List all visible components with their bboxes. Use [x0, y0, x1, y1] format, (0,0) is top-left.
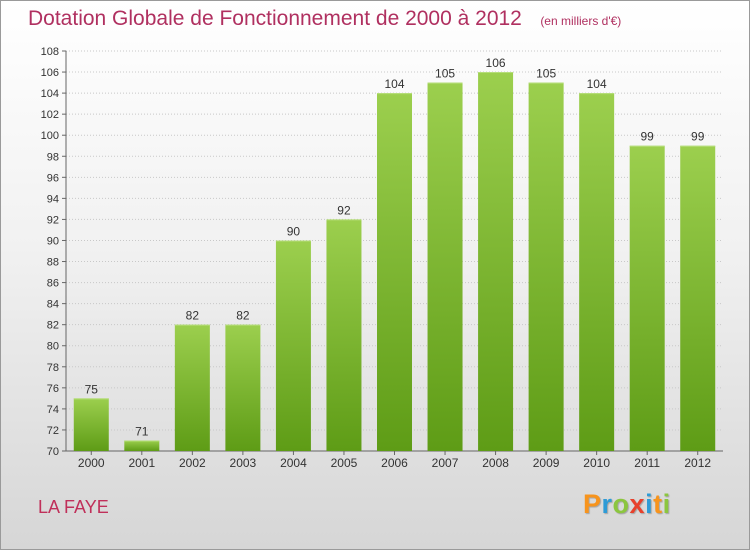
y-tick-label: 88: [47, 257, 59, 269]
bar: [579, 93, 615, 452]
y-tick-label: 106: [41, 67, 59, 79]
labels: 70 72 74 76 78 80 82 84 86 88 90 92 94 96 98 100 102 104 1…: [41, 46, 712, 470]
bar-value-label: 99: [691, 130, 705, 144]
bar: [629, 145, 665, 451]
y-tick-label: 92: [47, 214, 59, 226]
x-tick-label: 2002: [179, 456, 206, 470]
logo-letter: o: [612, 489, 630, 519]
bar: [528, 82, 564, 451]
bar-value-label: 106: [486, 56, 506, 70]
bar: [73, 398, 109, 451]
bar-value-label: 75: [85, 382, 99, 396]
y-tick-label: 78: [47, 362, 59, 374]
logo-letter: i: [662, 489, 671, 519]
bar: [478, 72, 514, 451]
logo-letter: P: [583, 489, 602, 519]
y-tick-label: 82: [47, 320, 59, 332]
x-tick-label: 2005: [331, 456, 358, 470]
y-tick-label: 70: [47, 446, 59, 458]
x-tick-label: 2007: [432, 456, 459, 470]
proxiti-logo: Proxiti: [583, 489, 671, 520]
x-tick-label: 2003: [230, 456, 257, 470]
bar-value-label: 104: [587, 77, 607, 91]
logo-letter: x: [629, 489, 646, 519]
y-tick-label: 84: [47, 299, 59, 311]
chart-title: Dotation Globale de Fonctionnement de 20…: [28, 7, 522, 30]
bar: [427, 82, 463, 451]
y-tick-label: 80: [47, 341, 59, 353]
bar: [326, 219, 362, 451]
x-tick-label: 2011: [634, 456, 660, 470]
logo-letter: i: [645, 489, 654, 519]
y-tick-label: 94: [47, 193, 59, 205]
x-tick-label: 2009: [533, 456, 560, 470]
bar-value-label: 99: [641, 130, 655, 144]
bar: [680, 145, 716, 451]
bar: [225, 324, 261, 451]
y-tick-label: 72: [47, 425, 59, 437]
bar-value-label: 105: [536, 67, 556, 81]
bar-value-label: 90: [287, 224, 301, 238]
bar: [174, 324, 210, 451]
x-tick-label: 2010: [583, 456, 610, 470]
x-tick-label: 2001: [128, 456, 155, 470]
bar: [275, 240, 311, 451]
y-tick-label: 86: [47, 278, 59, 290]
y-tick-label: 96: [47, 172, 59, 184]
y-tick-label: 74: [47, 404, 59, 416]
bar-value-label: 105: [435, 67, 455, 81]
bar-value-label: 104: [384, 77, 404, 91]
chart-subtitle: (en milliers d'€): [540, 14, 622, 28]
y-tick-label: 102: [41, 109, 59, 121]
bar-value-label: 71: [135, 424, 149, 438]
bar-value-label: 92: [337, 203, 351, 217]
bar: [377, 93, 412, 452]
x-tick-label: 2008: [482, 456, 509, 470]
logo-letter: r: [601, 489, 613, 519]
title-row: Dotation Globale de Fonctionnement de 20…: [28, 7, 621, 31]
bars: [73, 72, 716, 452]
y-tick-label: 104: [41, 88, 59, 100]
bar-value-label: 82: [186, 309, 200, 323]
x-tick-label: 2012: [684, 456, 711, 470]
x-tick-label: 2004: [280, 456, 307, 470]
logo-letter: t: [653, 489, 663, 519]
commune-name: LA FAYE: [38, 497, 109, 517]
y-tick-label: 98: [47, 151, 59, 163]
bar-value-label: 82: [236, 309, 250, 323]
y-tick-label: 90: [47, 235, 59, 247]
y-tick-label: 100: [41, 130, 59, 142]
x-tick-label: 2000: [78, 456, 105, 470]
x-tick-label: 2006: [381, 456, 408, 470]
y-tick-label: 76: [47, 383, 59, 395]
bar: [124, 440, 160, 451]
y-tick-label: 108: [41, 46, 59, 58]
